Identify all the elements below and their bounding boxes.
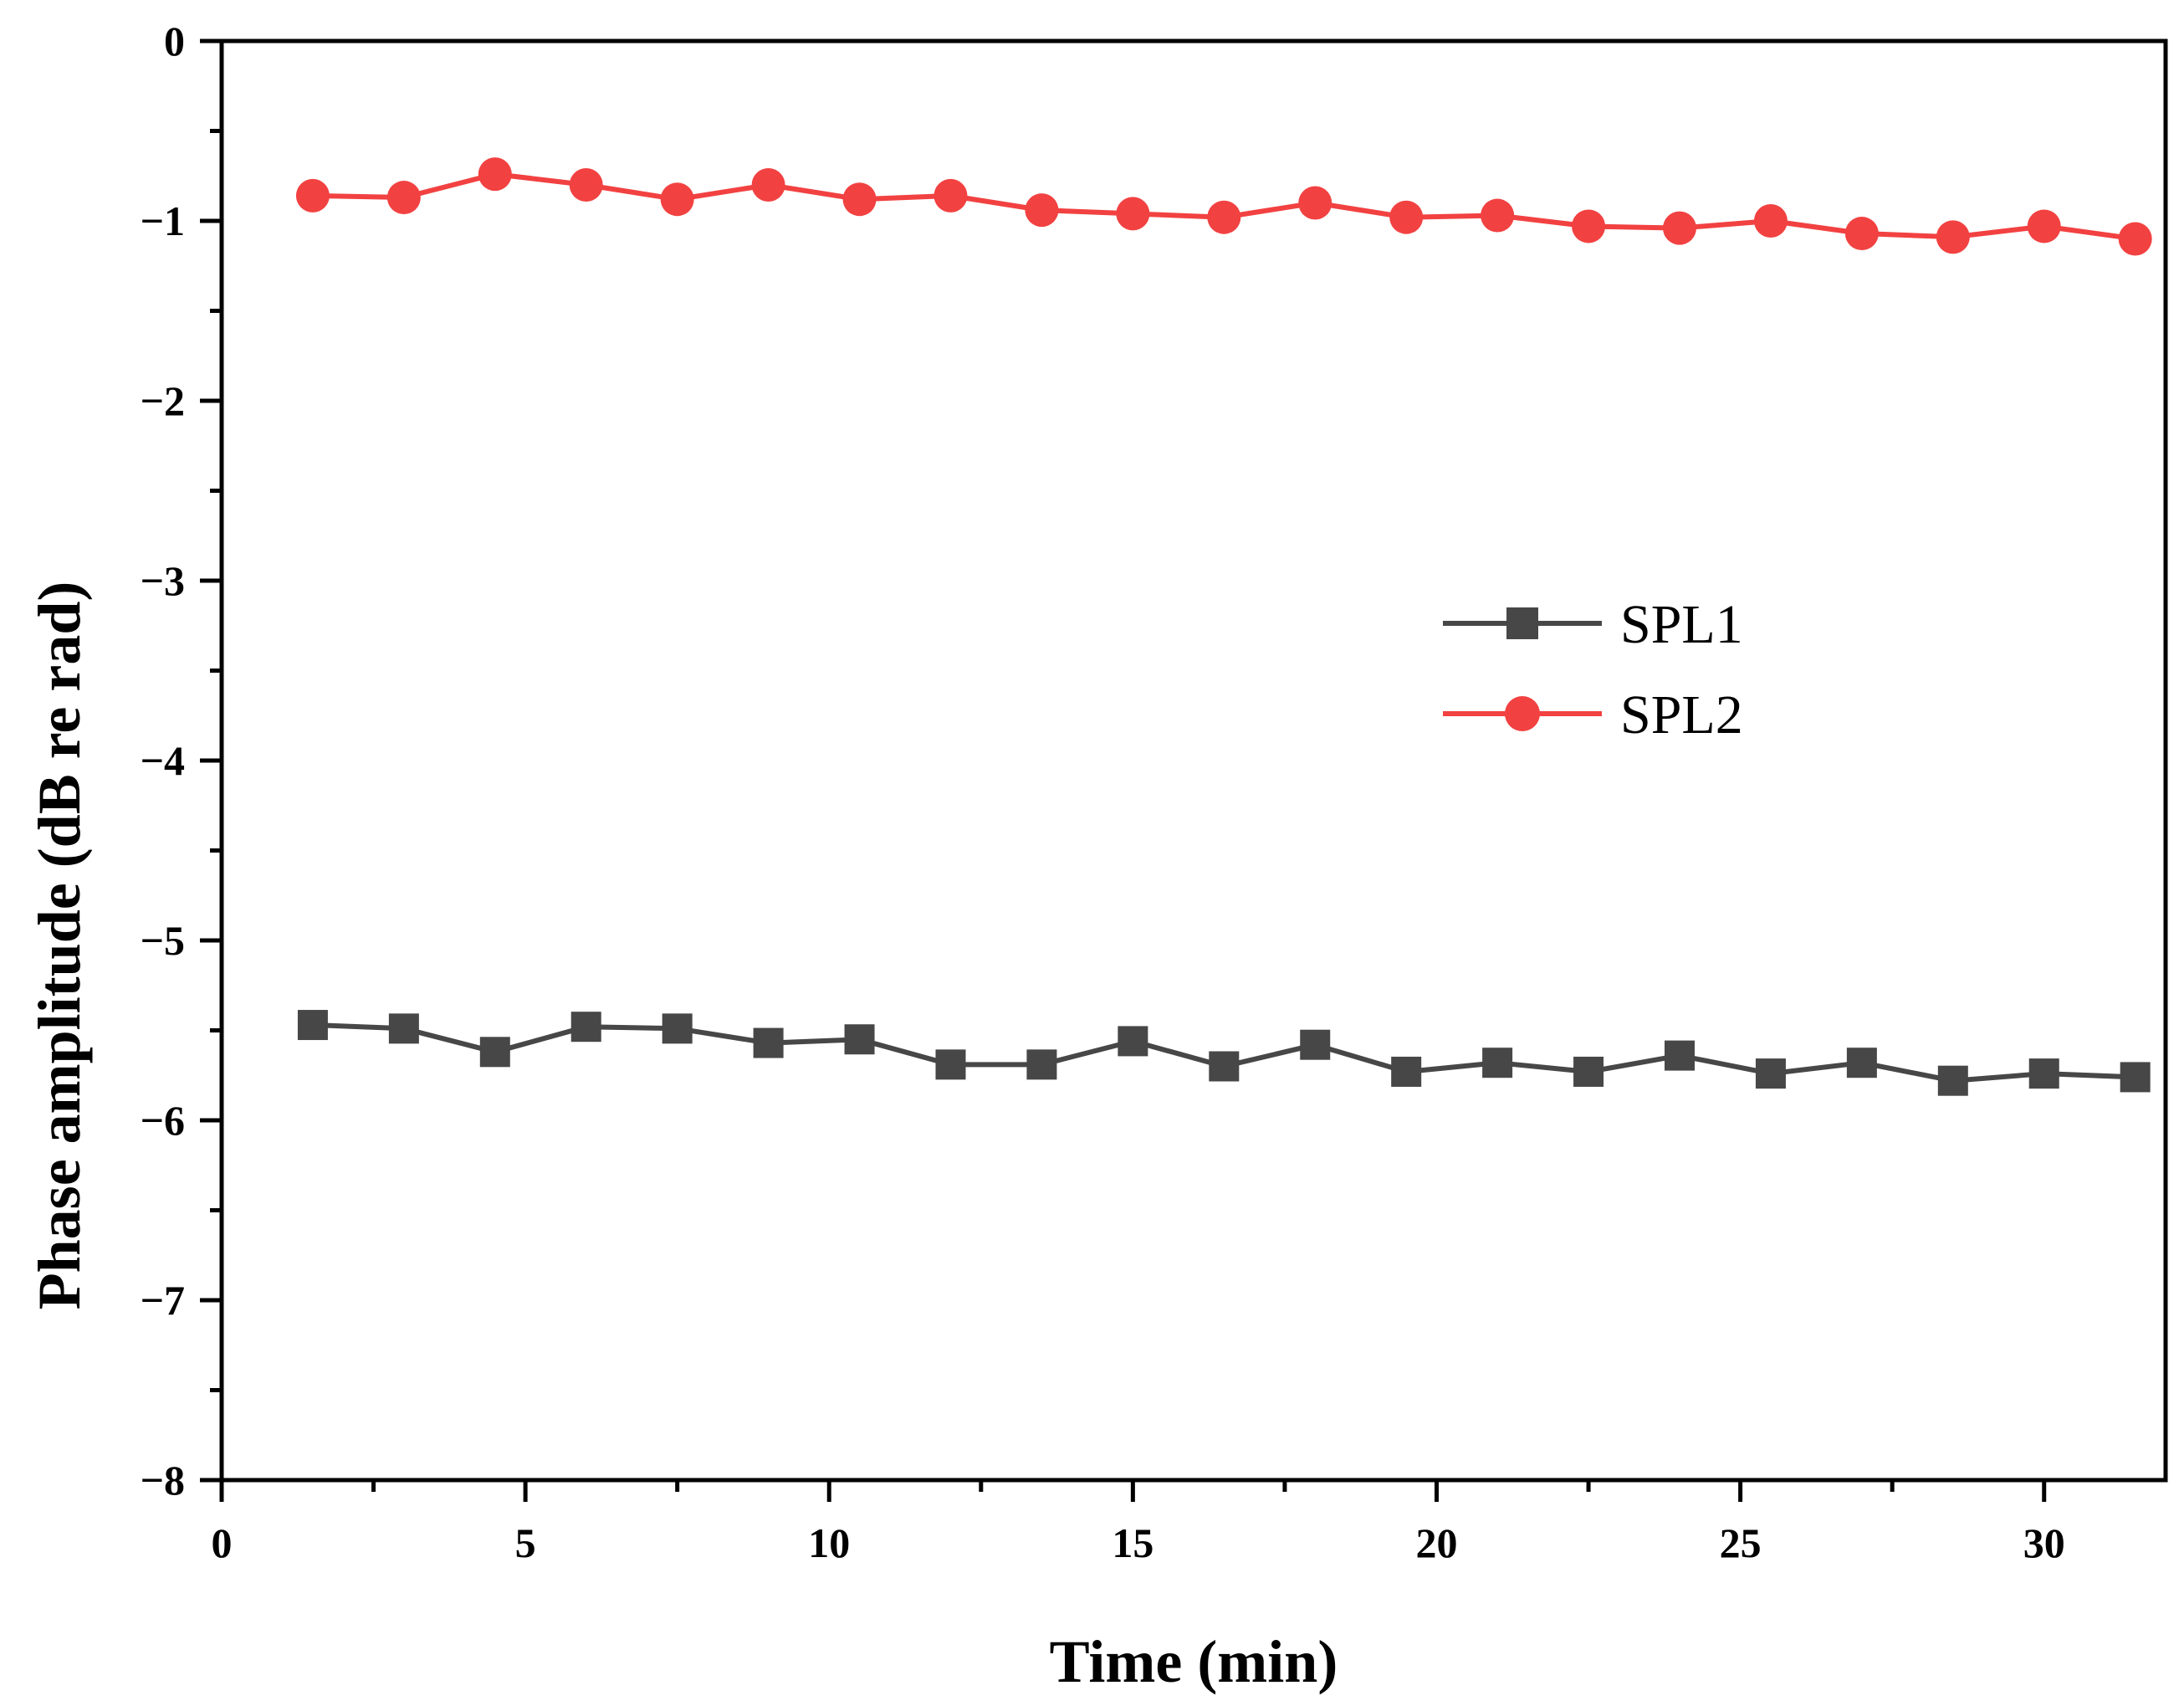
data-point-spl1	[662, 1013, 693, 1044]
y-tick-label: −6	[141, 1097, 186, 1144]
series-layer	[295, 157, 2152, 1096]
x-tick-label: 0	[212, 1519, 233, 1566]
data-point-spl2	[660, 182, 694, 217]
x-tick-label: 10	[808, 1519, 850, 1566]
data-point-spl2	[478, 157, 512, 192]
x-tick-label: 30	[2023, 1519, 2065, 1566]
data-point-spl1	[1118, 1026, 1148, 1057]
y-tick-label: −5	[141, 917, 186, 964]
data-point-spl1	[479, 1037, 510, 1068]
data-point-spl1	[1846, 1048, 1877, 1078]
data-point-spl1	[570, 1012, 601, 1043]
ticks-layer: 0 5 10 15 20 25 30 0 −1 −2 −3 −4 −5 −6 −7 −8	[141, 18, 2065, 1566]
x-axis-title: Time (min)	[1050, 1628, 1338, 1695]
x-tick-label: 15	[1112, 1519, 1153, 1566]
data-point-spl2	[1936, 220, 1970, 254]
data-point-spl1	[844, 1024, 875, 1055]
data-point-spl1	[1209, 1051, 1240, 1082]
data-point-spl1	[1300, 1029, 1331, 1060]
y-axis-title: Phase amplitude (dB re rad)	[26, 581, 93, 1310]
data-point-spl1	[935, 1049, 966, 1080]
data-point-spl2	[1844, 217, 1879, 251]
data-point-spl2	[295, 178, 330, 213]
y-tick-label: 0	[164, 18, 185, 64]
legend-label-spl2: SPL2	[1620, 684, 1743, 745]
data-point-spl1	[1391, 1056, 1422, 1087]
legend-marker-spl1	[1506, 607, 1538, 639]
data-point-spl2	[569, 168, 603, 202]
data-point-spl1	[1482, 1048, 1513, 1078]
data-point-spl2	[842, 182, 877, 217]
y-tick-label: −7	[141, 1277, 186, 1324]
data-point-spl2	[751, 168, 785, 202]
data-point-spl1	[1026, 1049, 1057, 1080]
data-point-spl2	[1025, 193, 1059, 228]
plot-frame	[219, 38, 2168, 1483]
data-point-spl2	[1207, 200, 1241, 234]
data-point-spl1	[1573, 1056, 1604, 1087]
data-point-spl1	[1665, 1040, 1695, 1071]
legend: SPL1 SPL2	[1443, 594, 1743, 745]
data-point-spl2	[1389, 200, 1424, 234]
data-point-spl2	[2027, 209, 2061, 243]
data-point-spl2	[1116, 197, 1150, 231]
data-point-spl2	[386, 181, 421, 215]
data-point-spl1	[1937, 1065, 1968, 1096]
data-point-spl2	[1298, 186, 1332, 220]
data-point-spl1	[388, 1013, 419, 1044]
data-point-spl1	[1755, 1058, 1786, 1089]
data-point-spl2	[1753, 204, 1788, 238]
y-tick-label: −4	[141, 737, 186, 784]
data-point-spl2	[1572, 209, 1606, 243]
x-tick-label: 25	[1720, 1519, 1762, 1566]
data-point-spl1	[297, 1010, 328, 1041]
data-point-spl2	[1481, 198, 1515, 233]
x-tick-label: 20	[1416, 1519, 1458, 1566]
y-tick-label: −1	[141, 197, 186, 244]
legend-label-spl1: SPL1	[1620, 594, 1743, 655]
data-point-spl2	[933, 178, 968, 213]
data-point-spl1	[2028, 1058, 2059, 1089]
y-tick-label: −8	[141, 1457, 186, 1504]
data-point-spl1	[753, 1027, 784, 1058]
data-point-spl2	[1663, 211, 1696, 245]
data-point-spl1	[2120, 1062, 2151, 1093]
data-point-spl2	[2118, 222, 2152, 256]
x-tick-label: 5	[515, 1519, 536, 1566]
y-tick-label: −2	[141, 377, 186, 424]
legend-marker-spl2	[1505, 696, 1540, 731]
y-tick-label: −3	[141, 557, 186, 604]
